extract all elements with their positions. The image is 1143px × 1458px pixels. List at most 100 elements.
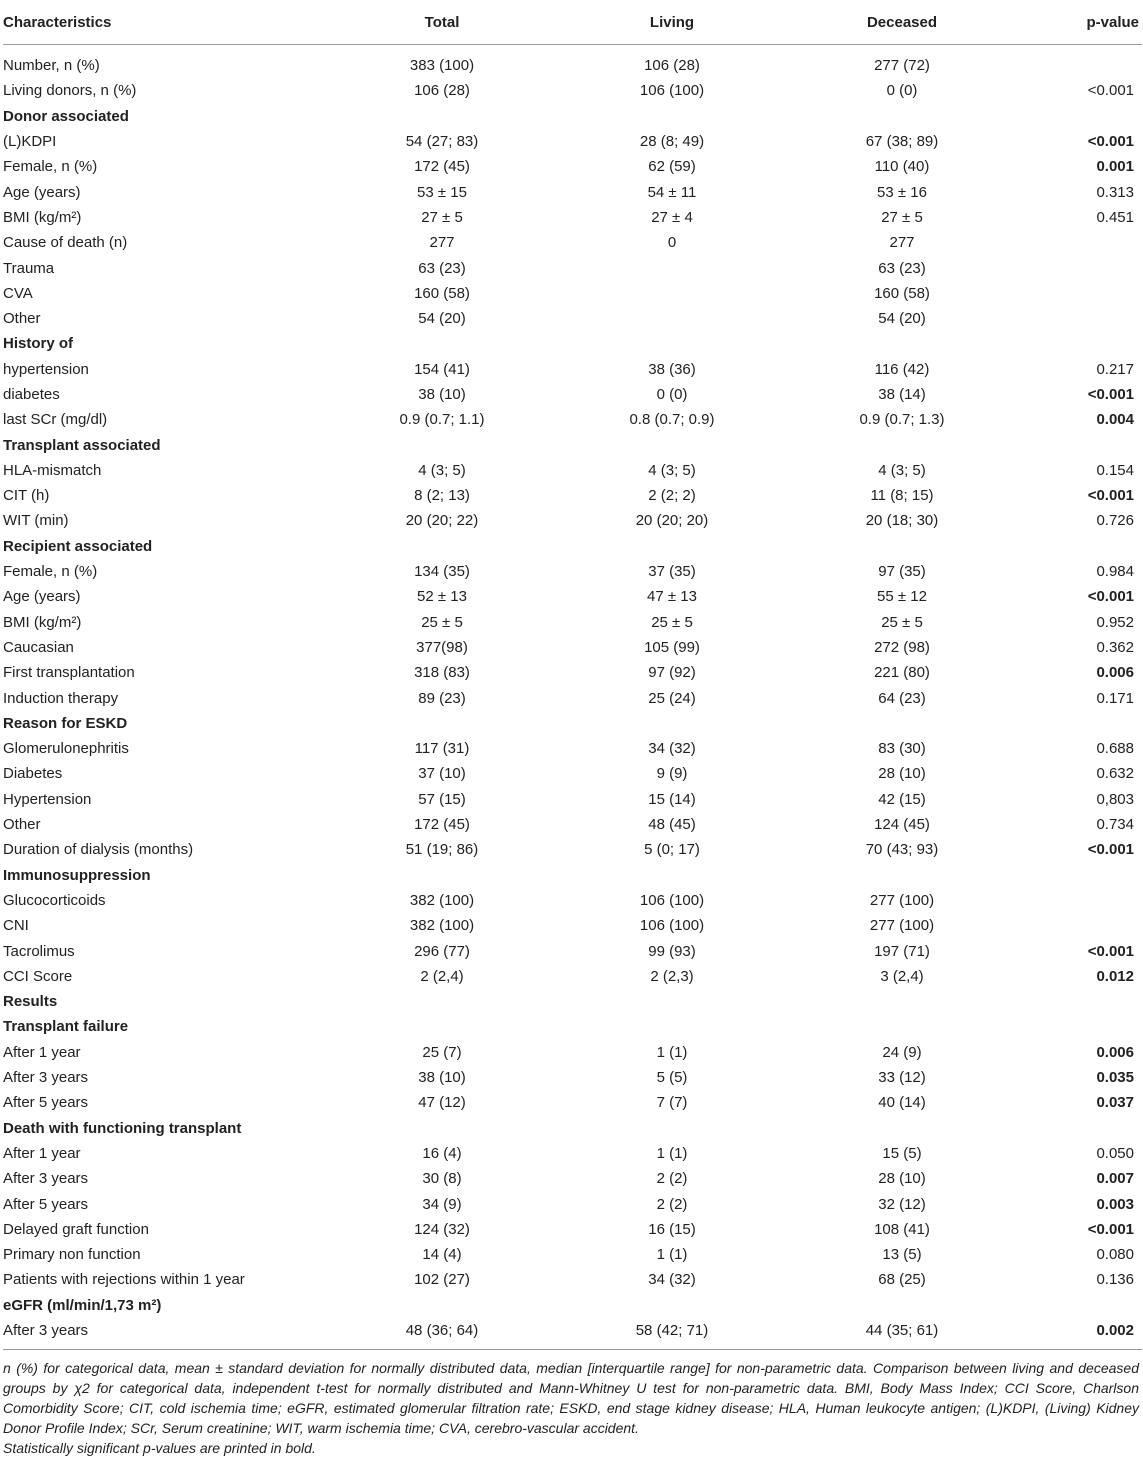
cell-living [552,432,792,457]
cell-deceased [792,1293,1012,1318]
cell-deceased: 83 (30) [878,740,926,758]
cell-p-value: 0.217 [1096,360,1134,378]
cell-living [552,104,792,129]
section-header-row: Results [3,989,1142,1014]
cell-deceased: 67 (38; 89) [865,133,939,151]
row-label: Other [3,310,41,328]
cell-deceased: 197 (71) [874,942,930,960]
table-row: Number, n (%) 383 (100) 106 (28) 277 (72) [3,45,1142,79]
cell-living: 0.8 (0.7; 0.9) [629,411,715,429]
section-header-row: Reason for ESKD [3,711,1142,736]
cell-living: 4 (3; 5) [648,461,696,479]
cell-living: 62 (59) [648,158,696,176]
cell-living: 0 (0) [656,386,688,403]
cell-total: 25 (7) [422,1043,462,1061]
cell-total: 54 (27; 83) [405,133,479,151]
table-row: Diabetes 37 (10) 9 (9) 28 (10) 0.632 [3,761,1142,786]
cell-p-value [1012,711,1142,736]
cell-living [552,989,792,1014]
cell-p-value: <0.001 [1087,588,1134,606]
cell-total: 154 (41) [414,360,470,378]
cell-deceased: 53 ± 16 [877,183,927,201]
cell-total: 47 (12) [418,1094,466,1112]
cell-deceased: 38 (14) [878,386,926,403]
cell-total: 38 (10) [418,1069,466,1087]
cell-deceased: 33 (12) [878,1069,926,1087]
cell-total: 2 (2,4) [420,967,464,985]
table-row: Age (years) 52 ± 13 47 ± 13 55 ± 12 <0.001 [3,584,1142,609]
cell-total [332,331,552,356]
cell-living: 2 (2) [656,1170,688,1188]
cell-total: 16 (4) [422,1144,462,1162]
cell-total: 124 (32) [414,1220,470,1238]
row-label: BMI (kg/m²) [3,208,82,226]
row-label: (L)KDPI [3,133,57,151]
cell-living: 106 (28) [644,57,700,75]
table-row: After 3 years 48 (36; 64) 58 (42; 71) 44 (3… [3,1318,1142,1349]
cell-total [332,989,552,1014]
cell-total: 57 (15) [418,790,466,808]
cell-living: 16 (15) [648,1220,696,1238]
cell-living [552,534,792,559]
cell-deceased: 54 (20) [878,310,926,328]
cell-p-value [1012,281,1142,306]
row-label: First transplantation [3,664,135,682]
cell-p-value: 0.002 [1096,1321,1134,1339]
cell-deceased: 0 (0) [886,82,918,100]
cell-deceased [792,1115,1012,1140]
cell-deceased: 277 [889,234,915,252]
cell-deceased: 4 (3; 5) [878,461,926,479]
cell-total: 34 (9) [422,1195,462,1213]
cell-p-value: 0.035 [1096,1069,1134,1087]
cell-total: 38 (10) [418,386,466,403]
table-row: Glomerulonephritis 117 (31) 34 (32) 83 (30)… [3,736,1142,761]
table-row: CNI 382 (100) 106 (100) 277 (100) [3,913,1142,938]
table-row: Trauma 63 (23) 63 (23) [3,255,1142,280]
cell-living [552,1014,792,1039]
cell-deceased [792,863,1012,888]
table-row: WIT (min) 20 (20; 22) 20 (20; 20) 20 (18; 3… [3,508,1142,533]
table-row: Primary non function 14 (4) 1 (1) 13 (5) 0.0… [3,1242,1142,1267]
table-row: Cause of death (n) 277 0 277 [3,230,1142,255]
cell-total: 160 (58) [414,284,470,302]
header-deceased: Deceased [792,0,1012,45]
table-header: Characteristics Total Living Deceased p-… [3,0,1142,45]
cell-total [332,104,552,129]
table-row: hypertension 154 (41) 38 (36) 116 (42) 0.217 [3,357,1142,382]
cell-p-value [1012,863,1142,888]
cell-total: 296 (77) [414,942,470,960]
cell-total: 30 (8) [422,1170,462,1188]
cell-living: 1 (1) [656,1144,688,1162]
footnote-significance: Statistically significant p-values are p… [3,1440,316,1457]
row-label: History of [3,335,74,353]
row-label: After 3 years [3,1069,89,1087]
table-row: After 1 year 16 (4) 1 (1) 15 (5) 0.050 [3,1141,1142,1166]
cell-total: 377(98) [416,638,468,656]
cell-living: 38 (36) [648,360,696,378]
row-label: Diabetes [3,765,63,783]
cell-total: 37 (10) [418,765,466,783]
cell-total: 25 ± 5 [421,613,463,631]
section-header-row: Transplant associated [3,432,1142,457]
table-row: Age (years) 53 ± 15 54 ± 11 53 ± 16 0.313 [3,179,1142,204]
cell-total [332,534,552,559]
cell-p-value: <0.001 [1087,386,1134,403]
cell-p-value [1012,989,1142,1014]
row-label: BMI (kg/m²) [3,613,82,631]
row-label: Female, n (%) [3,158,98,176]
table-row: Female, n (%) 134 (35) 37 (35) 97 (35) 0.984 [3,559,1142,584]
cell-p-value: <0.001 [1087,82,1134,100]
row-label: Caucasian [3,638,74,656]
cell-p-value: 0.984 [1096,563,1134,581]
cell-p-value: 0.154 [1096,461,1134,479]
row-label: Death with functioning transplant [3,1119,242,1137]
cell-p-value [1012,104,1142,129]
cell-living: 105 (99) [644,638,700,656]
cell-p-value: 0.012 [1096,967,1134,985]
cell-deceased: 97 (35) [878,563,926,581]
cell-deceased: 44 (35; 61) [865,1321,939,1339]
cell-living: 20 (20; 20) [635,512,709,530]
cell-p-value [1012,230,1142,255]
cell-deceased: 25 ± 5 [881,613,923,631]
cell-total: 27 ± 5 [421,208,463,226]
